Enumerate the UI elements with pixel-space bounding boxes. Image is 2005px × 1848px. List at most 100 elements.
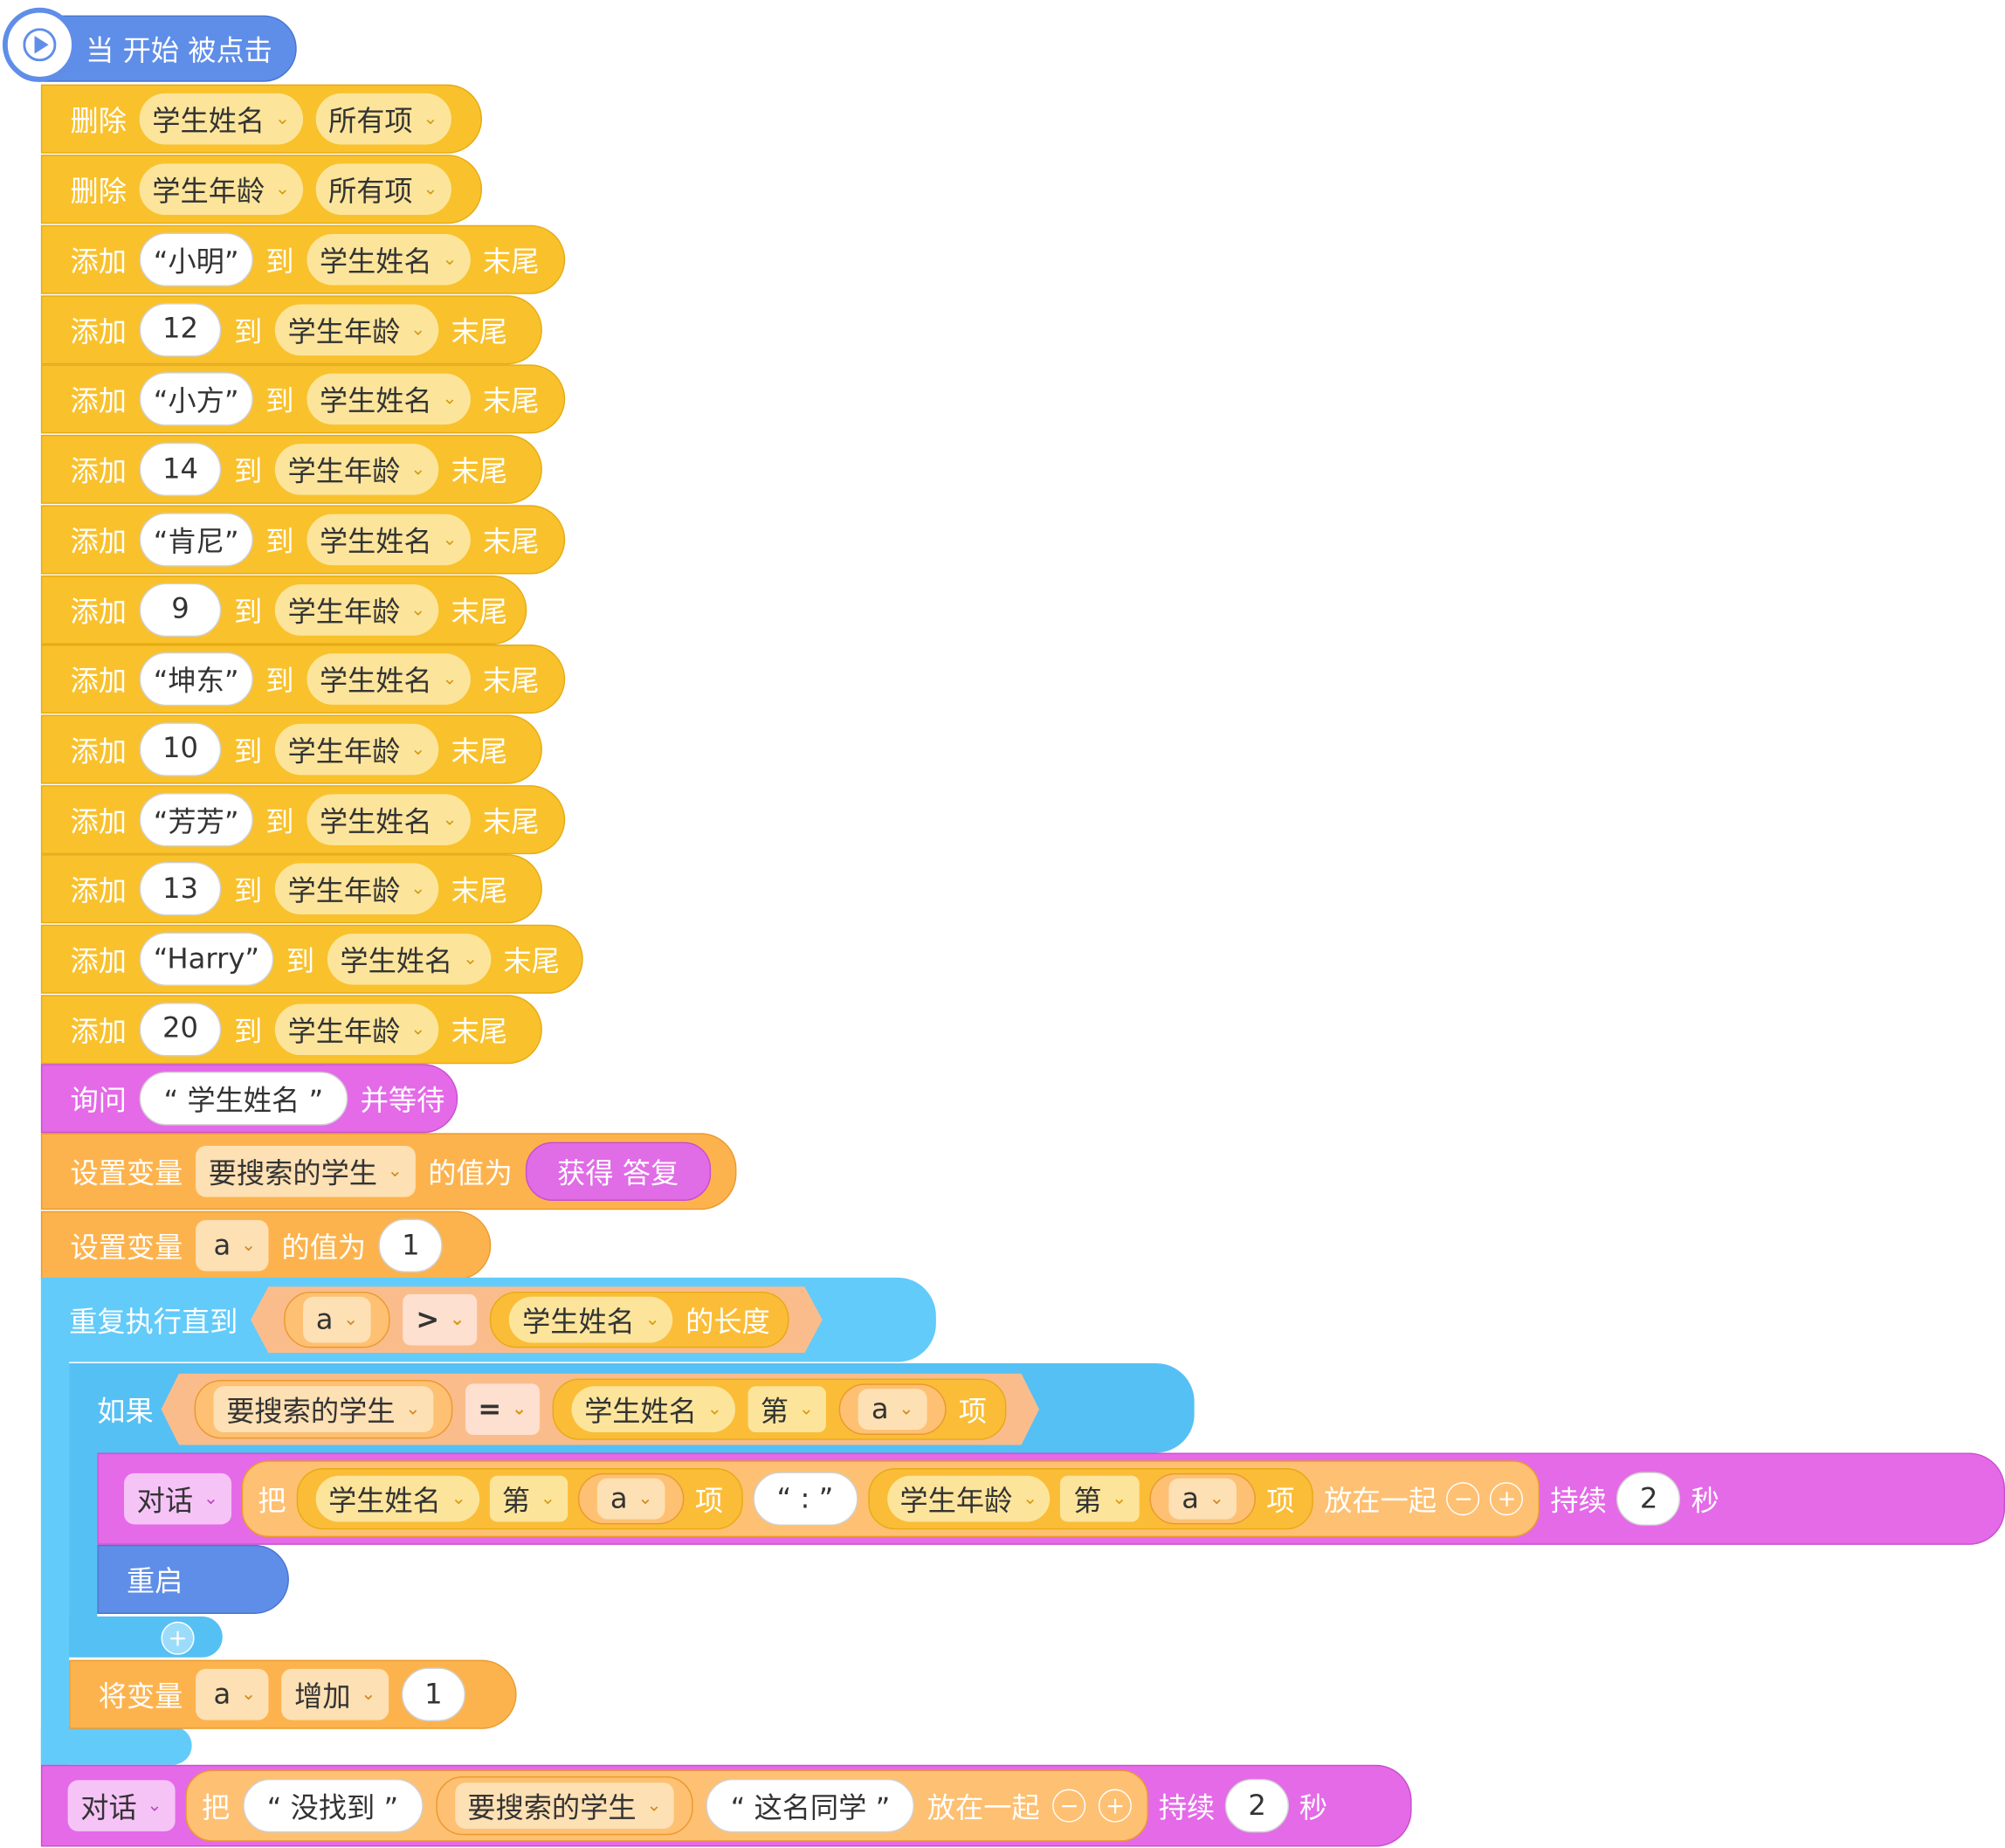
add-to-list-block[interactable]: 添加 20 到 学生年龄 ⌄ 末尾 [40, 994, 542, 1064]
variable-dropdown[interactable]: 要搜索的学生 ⌄ [196, 1146, 416, 1197]
add-to-list-block[interactable]: 添加 “Harry” 到 学生姓名 ⌄ 末尾 [40, 924, 583, 994]
variable-dropdown[interactable]: a ⌄ [196, 1219, 269, 1272]
add-to-list-block[interactable]: 添加 10 到 学生年龄 ⌄ 末尾 [40, 714, 542, 784]
value-input[interactable]: 1 [378, 1218, 444, 1272]
greater-than-condition[interactable]: a ⌄ > ⌄ 学生姓名 ⌄ 的长度 [251, 1286, 823, 1353]
list-dropdown[interactable]: 学生年龄 ⌄ [274, 304, 438, 355]
list-dropdown[interactable]: 学生姓名 ⌄ [327, 933, 491, 985]
add-to-list-block[interactable]: 添加 “小明” 到 学生姓名 ⌄ 末尾 [40, 224, 566, 294]
set-variable-block[interactable]: 设置变量 要搜索的学生 ⌄ 的值为 获得 答复 [40, 1133, 737, 1210]
set-variable-a-block[interactable]: 设置变量 a ⌄ 的值为 1 [40, 1210, 492, 1280]
change-variable-block[interactable]: 将变量 a ⌄ 增加 ⌄ 1 [69, 1659, 517, 1729]
chevron-down-icon: ⌄ [423, 108, 438, 129]
operator-dropdown[interactable]: > ⌄ [403, 1294, 478, 1346]
answer-reporter[interactable]: 获得 答复 [525, 1141, 711, 1201]
list-dropdown[interactable]: 学生年龄 ⌄ [886, 1475, 1051, 1522]
plus-icon[interactable]: + [1490, 1482, 1524, 1516]
text-input[interactable]: “Harry” [139, 932, 274, 986]
ask-and-wait-block[interactable]: 询问 “ 学生姓名 ” 并等待 [40, 1064, 458, 1134]
variable-dropdown[interactable]: a ⌄ [597, 1478, 666, 1520]
which-dropdown[interactable]: 所有项 ⌄ [315, 93, 451, 145]
add-to-list-block[interactable]: 添加 14 到 学生年龄 ⌄ 末尾 [40, 434, 542, 505]
number-input[interactable]: 10 [139, 722, 222, 776]
number-input[interactable]: 13 [139, 862, 222, 916]
plus-icon[interactable]: + [1099, 1789, 1133, 1823]
variable-dropdown[interactable]: a ⌄ [1168, 1478, 1237, 1520]
nth-dropdown[interactable]: 第 ⌄ [1060, 1475, 1140, 1522]
play-icon[interactable] [2, 7, 77, 82]
not-found-text-input[interactable]: “ 没找到 ” [242, 1778, 424, 1833]
minus-icon[interactable]: − [1446, 1482, 1480, 1516]
add-to-list-block[interactable]: 添加 12 到 学生年龄 ⌄ 末尾 [40, 294, 542, 364]
this-student-text-input[interactable]: “ 这名同学 ” [706, 1778, 915, 1833]
add-to-list-block[interactable]: 添加 13 到 学生年龄 ⌄ 末尾 [40, 854, 542, 924]
text-input[interactable]: “坤东” [139, 652, 253, 707]
var-a-reporter[interactable]: a ⌄ [1149, 1472, 1257, 1525]
add-branch-plus-icon[interactable]: + [161, 1621, 195, 1655]
separator-input[interactable]: “ : ” [752, 1472, 858, 1526]
variable-dropdown[interactable]: 要搜索的学生 ⌄ [454, 1782, 675, 1829]
list-dropdown[interactable]: 学生姓名 ⌄ [307, 514, 471, 565]
list-dropdown[interactable]: 学生年龄 ⌄ [274, 583, 438, 636]
delete-all-names-block[interactable]: 删除 学生姓名 ⌄ 所有项 ⌄ [40, 84, 483, 154]
restart-block[interactable]: 重启 [97, 1544, 289, 1614]
minus-icon[interactable]: − [1052, 1789, 1086, 1823]
list-dropdown[interactable]: 学生姓名 ⌄ [307, 233, 471, 286]
equals-condition[interactable]: 要搜索的学生 ⌄ = ⌄ 学生姓名 ⌄ 第 ⌄ a ⌄ 项 [162, 1374, 1039, 1445]
list-dropdown[interactable]: 学生年龄 ⌄ [274, 723, 438, 776]
list-dropdown[interactable]: 学生姓名 ⌄ [139, 93, 303, 145]
text-input[interactable]: “芳芳” [139, 792, 253, 846]
list-dropdown[interactable]: 学生姓名 ⌄ [315, 1475, 479, 1522]
add-to-list-block[interactable]: 添加 “芳芳” 到 学生姓名 ⌄ 末尾 [40, 784, 566, 854]
list-dropdown[interactable]: 学生年龄 ⌄ [274, 1003, 438, 1055]
list-dropdown[interactable]: 学生姓名 ⌄ [307, 793, 471, 845]
say-kind-dropdown[interactable]: 对话 ⌄ [67, 1780, 176, 1831]
var-a-reporter[interactable]: a ⌄ [578, 1472, 686, 1525]
list-dropdown[interactable]: 学生年龄 ⌄ [274, 444, 438, 495]
join-reporter[interactable]: 把 “ 没找到 ” 要搜索的学生 ⌄ “ 这名同学 ” 放在一起 − + [184, 1769, 1149, 1842]
nth-dropdown[interactable]: 第 ⌄ [489, 1475, 568, 1522]
var-a-reporter[interactable]: a ⌄ [284, 1292, 390, 1348]
variable-dropdown[interactable]: a ⌄ [303, 1297, 371, 1343]
search-var-reporter[interactable]: 要搜索的学生 ⌄ [435, 1776, 694, 1836]
say-for-secs-block[interactable]: 对话 ⌄ 把 学生姓名 ⌄ 第 ⌄ a ⌄ 项 “ : ” 学生年龄 ⌄ 第 ⌄ a ⌄ 项 … [97, 1452, 2005, 1545]
list-item-reporter-1[interactable]: 学生姓名 ⌄ 第 ⌄ a ⌄ 项 [296, 1468, 743, 1530]
list-length-reporter[interactable]: 学生姓名 ⌄ 的长度 [490, 1292, 789, 1348]
text-input[interactable]: “小明” [139, 232, 253, 287]
text-input[interactable]: “肯尼” [139, 512, 253, 567]
list-dropdown[interactable]: 学生姓名 ⌄ [571, 1386, 734, 1432]
seconds-input[interactable]: 2 [1616, 1472, 1681, 1526]
add-to-list-block[interactable]: 添加 “坤东” 到 学生姓名 ⌄ 末尾 [40, 645, 566, 714]
say-kind-dropdown[interactable]: 对话 ⌄ [124, 1472, 231, 1525]
value-input[interactable]: 1 [401, 1667, 465, 1721]
search-var-reporter[interactable]: 要搜索的学生 ⌄ [195, 1380, 452, 1438]
list-dropdown[interactable]: 学生年龄 ⌄ [274, 863, 438, 915]
add-to-list-block[interactable]: 添加 9 到 学生年龄 ⌄ 末尾 [40, 575, 527, 645]
number-input[interactable]: 14 [139, 442, 222, 497]
list-dropdown[interactable]: 学生姓名 ⌄ [509, 1297, 672, 1343]
seconds-input[interactable]: 2 [1225, 1778, 1290, 1833]
variable-dropdown[interactable]: a ⌄ [858, 1389, 927, 1430]
variable-dropdown[interactable]: a ⌄ [196, 1668, 269, 1720]
say-not-found-block[interactable]: 对话 ⌄ 把 “ 没找到 ” 要搜索的学生 ⌄ “ 这名同学 ” 放在一起 − + … [40, 1764, 1412, 1847]
number-input[interactable]: 20 [139, 1002, 222, 1057]
number-input[interactable]: 12 [139, 302, 222, 357]
list-item-reporter-2[interactable]: 学生年龄 ⌄ 第 ⌄ a ⌄ 项 [867, 1468, 1314, 1530]
list-dropdown[interactable]: 学生姓名 ⌄ [307, 374, 471, 425]
add-to-list-block[interactable]: 添加 “肯尼” 到 学生姓名 ⌄ 末尾 [40, 505, 566, 575]
add-to-list-block[interactable]: 添加 “小方” 到 学生姓名 ⌄ 末尾 [40, 364, 566, 434]
list-dropdown[interactable]: 学生年龄 ⌄ [139, 163, 303, 216]
operator-dropdown[interactable]: = ⌄ [465, 1383, 540, 1435]
nth-dropdown[interactable]: 第 ⌄ [748, 1386, 826, 1432]
list-item-reporter[interactable]: 学生姓名 ⌄ 第 ⌄ a ⌄ 项 [552, 1379, 1005, 1440]
join-reporter[interactable]: 把 学生姓名 ⌄ 第 ⌄ a ⌄ 项 “ : ” 学生年龄 ⌄ 第 ⌄ a ⌄ 项 放在一起… [241, 1460, 1540, 1538]
number-input[interactable]: 9 [139, 582, 222, 637]
list-dropdown[interactable]: 学生姓名 ⌄ [307, 653, 471, 706]
change-op-dropdown[interactable]: 增加 ⌄ [281, 1668, 389, 1720]
which-dropdown[interactable]: 所有项 ⌄ [315, 163, 451, 216]
var-a-reporter[interactable]: a ⌄ [839, 1383, 946, 1435]
ask-text-input[interactable]: “ 学生姓名 ” [139, 1072, 348, 1126]
text-input[interactable]: “小方” [139, 372, 253, 427]
delete-all-ages-block[interactable]: 删除 学生年龄 ⌄ 所有项 ⌄ [40, 155, 483, 224]
variable-dropdown[interactable]: 要搜索的学生 ⌄ [214, 1386, 433, 1432]
